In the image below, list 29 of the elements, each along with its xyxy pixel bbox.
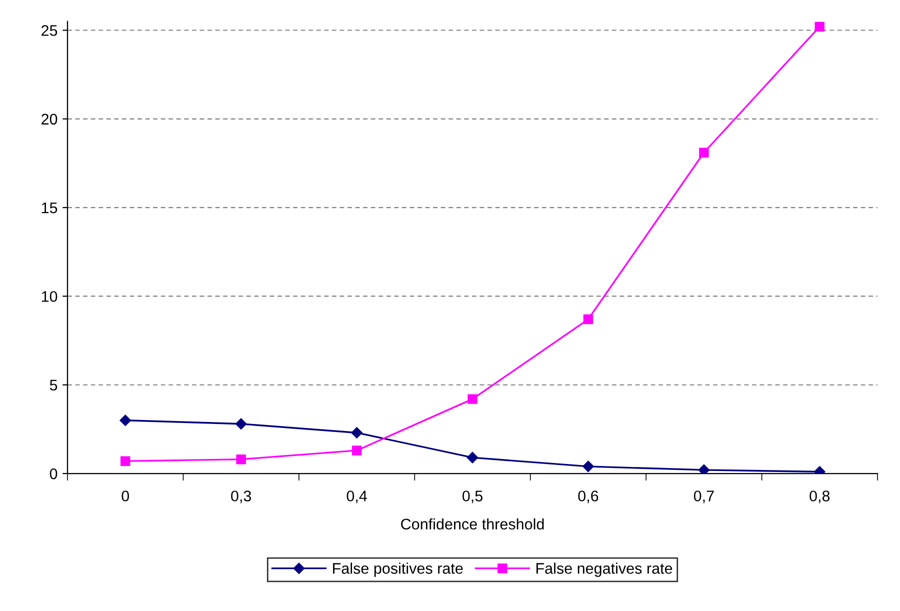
point — [699, 148, 709, 158]
x-tick-label: 0,7 — [694, 490, 714, 504]
x-tick-label: 0,4 — [346, 490, 367, 504]
x-tick-label: 0,6 — [578, 490, 598, 504]
y-tick-label: 0 — [50, 468, 58, 480]
point — [698, 464, 710, 474]
y-tick-label: 20 — [42, 114, 58, 125]
x-tick-label: 0,5 — [462, 490, 482, 504]
point — [120, 456, 130, 466]
point — [351, 427, 362, 438]
point — [814, 22, 825, 32]
legend-label: False positives rate — [333, 562, 463, 577]
point — [120, 414, 131, 426]
x-tick-label: 0,8 — [810, 490, 830, 504]
legend-label: False negatives rate — [536, 562, 672, 577]
y-tick-label: 25 — [42, 25, 58, 36]
point — [582, 460, 594, 472]
y-tick-label: 5 — [50, 380, 58, 391]
point — [235, 418, 247, 430]
x-axis-title: Confidence threshold — [401, 518, 544, 530]
point — [352, 446, 362, 456]
x-tick-label: 0,3 — [231, 490, 252, 504]
x-tick-label: 0 — [122, 490, 130, 502]
y-tick-label: 15 — [42, 202, 58, 214]
point — [236, 454, 246, 464]
y-tick-label: 10 — [42, 291, 58, 302]
point — [583, 314, 594, 324]
point — [466, 452, 478, 464]
point — [468, 394, 478, 404]
